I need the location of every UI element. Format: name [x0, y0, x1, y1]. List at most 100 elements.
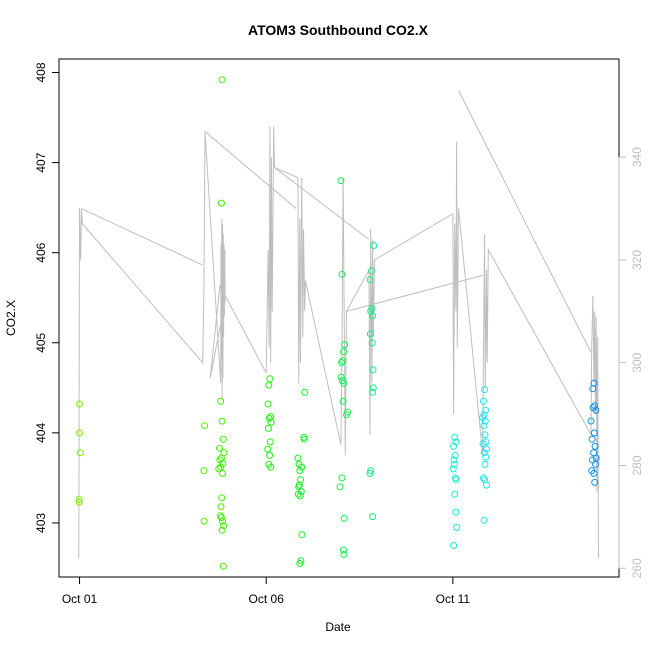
line-connector [458, 90, 592, 353]
data-point [218, 526, 226, 534]
data-point [337, 373, 345, 381]
data-point [479, 440, 487, 448]
data-point [452, 476, 460, 484]
data-point [343, 411, 350, 419]
data-point [366, 330, 374, 338]
data-point [301, 388, 309, 396]
data-point [265, 414, 273, 422]
x-axis: Oct 01 Oct 06 Oct 11 [62, 576, 470, 606]
y2-tick-label: 340 [630, 147, 644, 167]
data-point [338, 359, 346, 367]
x-axis-label: Date [325, 620, 351, 634]
y-axis-label: CO2.X [4, 300, 18, 336]
y-tick-label: 406 [34, 242, 48, 262]
data-point [480, 397, 487, 405]
data-point [590, 429, 598, 437]
data-point [216, 444, 223, 452]
data-point [340, 379, 348, 387]
data-point [591, 402, 599, 410]
data-point [451, 433, 459, 441]
data-point [217, 463, 225, 471]
data-point [265, 381, 273, 389]
data-point [481, 460, 489, 468]
data-point [339, 357, 347, 365]
data-point [339, 397, 347, 405]
data-point [264, 424, 272, 432]
y-tick-label: 405 [34, 332, 48, 352]
data-point [219, 517, 226, 525]
y-tick-label: 407 [34, 152, 48, 172]
data-point [369, 388, 377, 396]
x-tick-label: Oct 01 [62, 592, 98, 606]
data-point [76, 429, 83, 437]
x-tick-label: Oct 06 [249, 592, 285, 606]
data-point [76, 449, 84, 457]
data-point [218, 417, 226, 425]
data-point [450, 542, 458, 549]
y2-tick-label: 320 [630, 250, 644, 270]
y2-tick-label: 260 [630, 558, 644, 578]
data-point [266, 451, 274, 459]
y-axis-right: 260 280 300 320 340 [618, 147, 644, 578]
data-point [591, 442, 599, 450]
y-tick-label: 408 [34, 62, 48, 82]
data-point [450, 456, 458, 464]
y2-tick-label: 280 [630, 455, 644, 475]
y-tick-label: 403 [34, 513, 48, 533]
data-point [369, 312, 377, 320]
y2-tick-label: 300 [630, 352, 644, 372]
data-point [75, 496, 83, 503]
data-point [217, 397, 225, 405]
data-point [296, 467, 304, 475]
data-point [592, 406, 600, 414]
data-point [75, 498, 83, 506]
data-point [481, 431, 489, 439]
data-point [590, 469, 598, 477]
data-point [483, 481, 490, 489]
data-point [264, 445, 272, 453]
data-point [338, 270, 346, 278]
data-point [218, 494, 226, 502]
data-point [482, 406, 490, 414]
data-point [217, 503, 225, 511]
data-point [218, 76, 226, 84]
data-point [300, 435, 308, 443]
data-point [369, 513, 377, 521]
data-point [482, 453, 490, 461]
data-point [217, 199, 225, 207]
data-point [368, 339, 376, 347]
y-tick-label: 404 [34, 423, 48, 443]
data-point [587, 417, 595, 425]
data-point [266, 375, 274, 383]
plot-frame [58, 58, 620, 578]
data-point [340, 348, 347, 356]
data-point [219, 435, 227, 443]
data-point [200, 467, 208, 475]
data-point [340, 546, 347, 554]
data-point [267, 463, 275, 471]
data-point [589, 385, 597, 393]
data-point [220, 449, 228, 457]
data-point [264, 400, 272, 408]
data-point [220, 522, 228, 530]
data-point [591, 478, 599, 486]
data-point [296, 560, 304, 567]
data-point [338, 474, 346, 482]
data-point [480, 449, 488, 457]
data-point [200, 517, 208, 525]
data-point [451, 490, 459, 498]
data-point [590, 449, 598, 457]
data-point [452, 508, 460, 516]
data-point [592, 460, 599, 468]
point-series [75, 76, 600, 570]
line-connector [81, 208, 203, 266]
data-point [219, 562, 227, 570]
data-point [450, 442, 458, 450]
y-axis-left: 403 404 405 406 407 408 [34, 62, 60, 533]
data-point [366, 469, 374, 477]
data-point [219, 469, 226, 477]
line-series [78, 90, 599, 559]
data-point [336, 483, 344, 491]
data-point [219, 460, 227, 467]
data-point [337, 177, 345, 185]
